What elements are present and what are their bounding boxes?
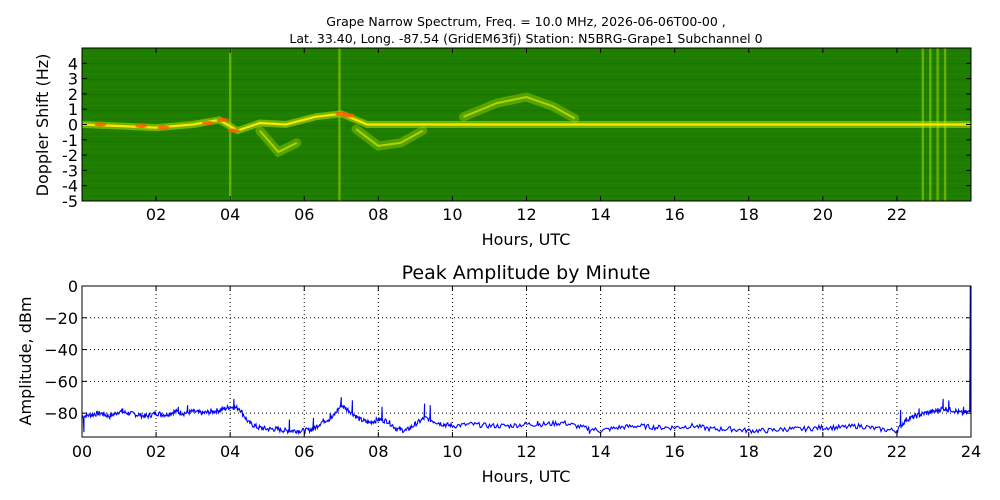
- x-tick-label: 24: [961, 442, 981, 461]
- y-tick-label: -1: [62, 131, 78, 150]
- x-tick-label: 02: [146, 442, 166, 461]
- x-tick-label: 14: [590, 442, 610, 461]
- y-tick-label: -3: [62, 161, 78, 180]
- y-tick-label: 2: [68, 85, 78, 104]
- amplitude-line: [82, 286, 971, 436]
- x-tick-label: 18: [739, 442, 759, 461]
- x-tick-label: 10: [442, 205, 462, 224]
- carrier-peak: [94, 122, 107, 127]
- carrier-peak: [201, 120, 214, 125]
- spectrogram-x-label: Hours, UTC: [482, 230, 571, 249]
- figure-title-line1: Grape Narrow Spectrum, Freq. = 10.0 MHz,…: [326, 14, 725, 29]
- amplitude-grid: [82, 286, 971, 437]
- y-tick-label: −60: [44, 372, 78, 391]
- amplitude-title: Peak Amplitude by Minute: [402, 262, 651, 284]
- x-tick-label: 20: [813, 205, 833, 224]
- y-tick-label: -2: [62, 146, 78, 165]
- x-tick-label: 10: [442, 442, 462, 461]
- carrier-peak: [157, 125, 170, 130]
- x-tick-label: 06: [294, 442, 314, 461]
- carrier-peak: [342, 113, 355, 118]
- carrier-peak: [227, 128, 240, 133]
- x-tick-label: 22: [887, 442, 907, 461]
- x-tick-label: 12: [516, 442, 536, 461]
- carrier-trace: [82, 112, 971, 132]
- spectrogram-traces: [82, 48, 971, 201]
- carrier-peak: [135, 124, 148, 129]
- x-tick-label: 18: [739, 205, 759, 224]
- y-tick-label: −80: [44, 404, 78, 423]
- amplitude-panel: Peak Amplitude by Minute 0 −20 −40 −60 −80 00…: [16, 262, 981, 486]
- interference-column: [338, 48, 341, 201]
- figure-title-line2: Lat. 33.40, Long. -87.54 (GridEM63fj) St…: [289, 31, 762, 46]
- x-tick-label: 20: [813, 442, 833, 461]
- spectrogram-y-label: Doppler Shift (Hz): [33, 54, 52, 197]
- x-tick-label: 12: [516, 205, 536, 224]
- x-tick-label: 22: [887, 205, 907, 224]
- x-tick-label: 16: [664, 442, 684, 461]
- x-tick-label: 00: [72, 442, 92, 461]
- y-tick-label: 3: [68, 70, 78, 89]
- carrier-peak: [216, 117, 229, 122]
- amplitude-y-label: Amplitude, dBm: [16, 297, 35, 426]
- x-tick-label: 08: [368, 205, 388, 224]
- y-tick-label: 0: [68, 116, 78, 135]
- y-tick-label: 0: [68, 277, 78, 296]
- amplitude-series: [82, 286, 971, 436]
- y-tick-label: -5: [62, 192, 78, 211]
- secondary-trace: [355, 128, 424, 147]
- secondary-trace: [259, 129, 298, 154]
- y-tick-label: −40: [44, 341, 78, 360]
- x-tick-label: 06: [294, 205, 314, 224]
- amplitude-plot-area: [82, 286, 971, 437]
- x-tick-label: 14: [590, 205, 610, 224]
- amplitude-ticks: 0 −20 −40 −60 −80 00 02 04 06 08 10 12 14 16 18 20 22 24: [44, 277, 981, 461]
- y-tick-label: −20: [44, 309, 78, 328]
- x-tick-label: 16: [664, 205, 684, 224]
- secondary-trace: [463, 95, 576, 120]
- x-tick-label: 04: [220, 442, 240, 461]
- y-tick-label: 1: [68, 100, 78, 119]
- amplitude-x-label: Hours, UTC: [482, 467, 571, 486]
- x-tick-label: 02: [146, 205, 166, 224]
- y-tick-label: 4: [68, 54, 78, 73]
- x-tick-label: 04: [220, 205, 240, 224]
- y-tick-label: -4: [62, 177, 78, 196]
- x-tick-label: 08: [368, 442, 388, 461]
